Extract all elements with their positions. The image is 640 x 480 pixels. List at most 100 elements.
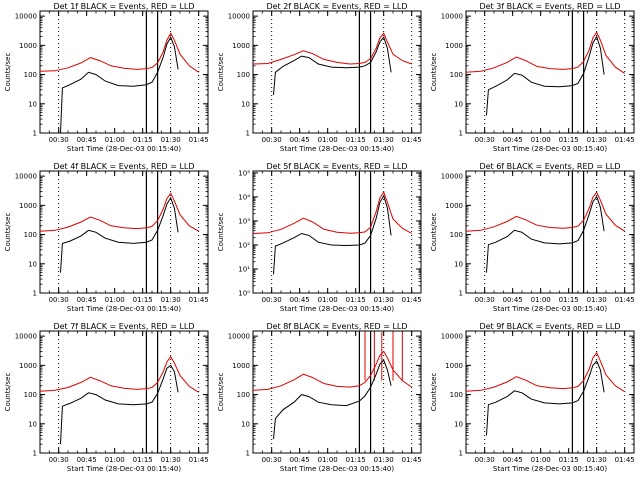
series-line-events xyxy=(486,360,605,436)
y-tick-label: 100 xyxy=(24,391,37,399)
y-tick-label: 10² xyxy=(238,241,250,249)
y-tick-label: 1000 xyxy=(445,42,463,50)
x-tick-label: 00:45 xyxy=(503,296,523,304)
x-tick-label: 00:30 xyxy=(49,456,69,464)
x-tick-label: 01:00 xyxy=(531,136,551,144)
x-tick-label: 01:30 xyxy=(161,456,181,464)
y-axis-label: Counts/sec xyxy=(430,373,438,412)
x-tick-label: 00:45 xyxy=(503,136,523,144)
y-axis-label: Counts/sec xyxy=(4,373,12,412)
x-tick-label: 01:15 xyxy=(559,296,579,304)
x-tick-label: 01:00 xyxy=(105,136,125,144)
x-tick-label: 00:45 xyxy=(290,296,310,304)
x-tick-label: 01:45 xyxy=(402,296,422,304)
plot-frame xyxy=(465,10,635,134)
y-tick-label: 1000 xyxy=(19,202,37,210)
y-axis-label: Counts/sec xyxy=(430,213,438,252)
x-tick-label: 01:30 xyxy=(374,136,394,144)
x-tick-label: 01:15 xyxy=(559,456,579,464)
plot-frame xyxy=(39,330,209,454)
series-line-lld xyxy=(465,31,625,74)
x-tick-label: 01:15 xyxy=(133,456,153,464)
chart-panel: Det 6f BLACK = Events, RED = LLD Counts/s… xyxy=(430,162,635,313)
plot-frame xyxy=(465,330,635,454)
chart-title: Det 5f BLACK = Events, RED = LLD xyxy=(266,162,407,171)
x-axis-label: Start Time (28-Dec-03 00:15:40) xyxy=(67,465,181,473)
y-tick-label: 10000 xyxy=(15,173,37,181)
x-tick-label: 00:30 xyxy=(262,456,282,464)
series-line-lld xyxy=(39,192,199,232)
x-tick-label: 01:30 xyxy=(587,296,607,304)
y-tick-label: 1000 xyxy=(232,42,250,50)
series-line-lld xyxy=(39,355,199,393)
x-tick-label: 00:45 xyxy=(77,296,97,304)
y-tick-label: 10 xyxy=(454,420,463,428)
x-axis-label: Start Time (28-Dec-03 00:15:40) xyxy=(280,145,394,153)
x-tick-label: 01:45 xyxy=(402,456,422,464)
series-line-lld xyxy=(252,32,412,65)
x-tick-label: 01:15 xyxy=(133,136,153,144)
plot-frame xyxy=(465,170,635,294)
chart-panel: Det 7f BLACK = Events, RED = LLD Counts/s… xyxy=(4,322,209,473)
chart-panel: Det 9f BLACK = Events, RED = LLD Counts/s… xyxy=(430,322,635,473)
series-line-lld xyxy=(465,191,625,232)
x-tick-label: 01:00 xyxy=(531,296,551,304)
x-tick-label: 00:30 xyxy=(475,136,495,144)
chart-title: Det 9f BLACK = Events, RED = LLD xyxy=(479,322,620,331)
y-tick-label: 100 xyxy=(450,391,463,399)
x-axis-label: Start Time (28-Dec-03 00:15:40) xyxy=(493,305,607,313)
x-tick-label: 01:30 xyxy=(161,136,181,144)
y-tick-label: 10 xyxy=(28,100,37,108)
chart-panel: Det 1f BLACK = Events, RED = LLD Counts/s… xyxy=(4,2,209,153)
y-tick-label: 100 xyxy=(24,71,37,79)
chart-panel: Det 2f BLACK = Events, RED = LLD Counts/s… xyxy=(217,2,422,153)
y-tick-label: 1 xyxy=(33,130,37,138)
x-tick-label: 00:30 xyxy=(475,296,495,304)
x-axis-label: Start Time (28-Dec-03 00:15:40) xyxy=(67,305,181,313)
chart-panel: Det 3f BLACK = Events, RED = LLD Counts/s… xyxy=(430,2,635,153)
x-tick-label: 01:30 xyxy=(161,296,181,304)
x-tick-label: 01:15 xyxy=(346,296,366,304)
y-tick-label: 10⁵ xyxy=(238,169,250,177)
chart-title: Det 1f BLACK = Events, RED = LLD xyxy=(53,2,194,11)
x-tick-label: 01:45 xyxy=(189,296,209,304)
y-tick-label: 1 xyxy=(33,450,37,458)
x-tick-label: 01:30 xyxy=(587,136,607,144)
x-tick-label: 01:30 xyxy=(374,456,394,464)
y-tick-label: 10 xyxy=(28,260,37,268)
series-line-events xyxy=(273,194,392,275)
x-tick-label: 00:30 xyxy=(49,136,69,144)
x-tick-label: 01:00 xyxy=(105,296,125,304)
plot-frame xyxy=(252,10,422,134)
plot-frame xyxy=(252,330,422,454)
y-tick-label: 10000 xyxy=(441,13,463,21)
x-tick-label: 00:45 xyxy=(77,136,97,144)
y-axis-label: Counts/sec xyxy=(4,213,12,252)
chart-title: Det 2f BLACK = Events, RED = LLD xyxy=(266,2,407,11)
y-tick-label: 10 xyxy=(28,420,37,428)
y-axis-label: Counts/sec xyxy=(430,53,438,92)
y-tick-label: 10 xyxy=(454,100,463,108)
y-tick-label: 10000 xyxy=(15,333,37,341)
chart-panel: Det 8f BLACK = Events, RED = LLD Counts/s… xyxy=(217,322,422,473)
y-tick-label: 1 xyxy=(459,450,463,458)
x-tick-label: 00:30 xyxy=(262,296,282,304)
x-tick-label: 01:00 xyxy=(318,456,338,464)
plot-frame xyxy=(39,10,209,134)
x-tick-label: 01:15 xyxy=(133,296,153,304)
y-tick-label: 10⁴ xyxy=(238,193,250,201)
x-tick-label: 00:45 xyxy=(290,136,310,144)
y-tick-label: 1000 xyxy=(19,362,37,370)
y-tick-label: 1 xyxy=(246,130,250,138)
series-line-events xyxy=(486,35,605,116)
series-line-events xyxy=(60,364,179,445)
y-axis-label: Counts/sec xyxy=(4,53,12,92)
y-tick-label: 1 xyxy=(33,290,37,298)
chart-title: Det 8f BLACK = Events, RED = LLD xyxy=(266,322,407,331)
y-axis-label: Counts/sec xyxy=(217,373,225,412)
y-tick-label: 100 xyxy=(237,71,250,79)
y-tick-label: 10000 xyxy=(228,333,250,341)
y-tick-label: 1000 xyxy=(445,362,463,370)
chart-title: Det 4f BLACK = Events, RED = LLD xyxy=(53,162,194,171)
y-tick-label: 100 xyxy=(450,231,463,239)
